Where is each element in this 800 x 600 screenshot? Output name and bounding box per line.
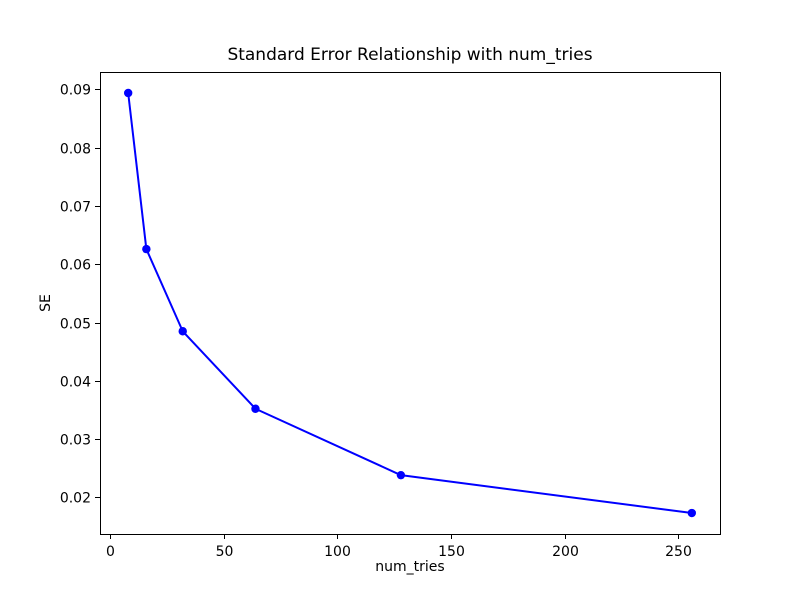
- x-tick-label: 250: [665, 544, 692, 560]
- y-tick-label: 0.04: [60, 375, 91, 391]
- data-point: [123, 88, 133, 98]
- y-tick-label: 0.02: [60, 491, 91, 507]
- y-tick-label: 0.06: [60, 258, 91, 274]
- data-line: [127, 91, 693, 515]
- data-point: [178, 327, 187, 336]
- data-point: [251, 404, 260, 413]
- y-tick-label: 0.08: [60, 142, 91, 158]
- data-point: [396, 470, 406, 480]
- data-point: [687, 508, 697, 518]
- y-axis-label: SE: [38, 294, 54, 312]
- chart-title: Standard Error Relationship with num_tri…: [227, 45, 593, 65]
- x-tick-label: 150: [438, 544, 465, 560]
- x-tick-label: 0: [106, 544, 115, 560]
- y-tick-label: 0.03: [60, 433, 91, 449]
- x-tick-label: 200: [552, 544, 579, 560]
- x-tick-label: 100: [324, 544, 351, 560]
- y-tick-label: 0.07: [60, 200, 91, 216]
- y-tick-label: 0.09: [60, 83, 91, 99]
- axes-box: [100, 72, 721, 535]
- x-tick-label: 50: [216, 544, 234, 560]
- y-tick-label: 0.05: [60, 317, 91, 333]
- x-axis-label: num_tries: [375, 559, 445, 575]
- data-point: [142, 244, 151, 254]
